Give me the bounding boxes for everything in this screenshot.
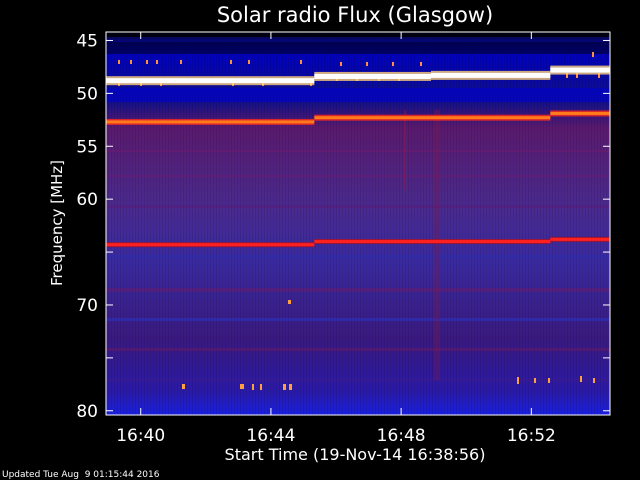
chart-title: Solar radio Flux (Glasgow) — [217, 3, 493, 27]
updated-timestamp: Updated Tue Aug 9 01:15:44 2016 — [2, 470, 160, 480]
x-tick-label: 16:40 — [116, 426, 165, 446]
y-axis: 45 50 55 60 70 80 — [76, 31, 610, 422]
emission-band-red — [550, 237, 610, 241]
emission-band-white — [430, 72, 551, 78]
x-axis: 16:40 16:44 16:48 16:52 — [116, 32, 556, 446]
emission-band-red — [106, 243, 315, 247]
emission-band-white — [314, 73, 431, 79]
x-tick-label: 16:44 — [246, 426, 295, 446]
emission-band-white — [106, 78, 315, 84]
emission-band-white — [550, 67, 610, 73]
y-tick-label: 60 — [76, 190, 98, 210]
emission-band-orange — [314, 116, 431, 120]
x-tick-label: 16:48 — [377, 426, 426, 446]
x-tick-label: 16:52 — [507, 426, 556, 446]
emission-band-orange — [550, 111, 610, 115]
emission-band-orange — [106, 120, 315, 124]
y-tick-label: 50 — [76, 84, 98, 104]
emission-band-red — [314, 239, 431, 243]
y-axis-title: Frequency [MHz] — [48, 160, 66, 286]
emission-band-orange — [430, 116, 551, 120]
emission-band-red — [430, 239, 551, 243]
y-tick-label: 80 — [76, 402, 98, 422]
x-axis-title: Start Time (19-Nov-14 16:38:56) — [225, 445, 486, 464]
plot-frame — [105, 31, 611, 416]
y-tick-label: 45 — [76, 31, 98, 51]
y-tick-label: 70 — [76, 296, 98, 316]
y-tick-label: 55 — [76, 137, 98, 157]
